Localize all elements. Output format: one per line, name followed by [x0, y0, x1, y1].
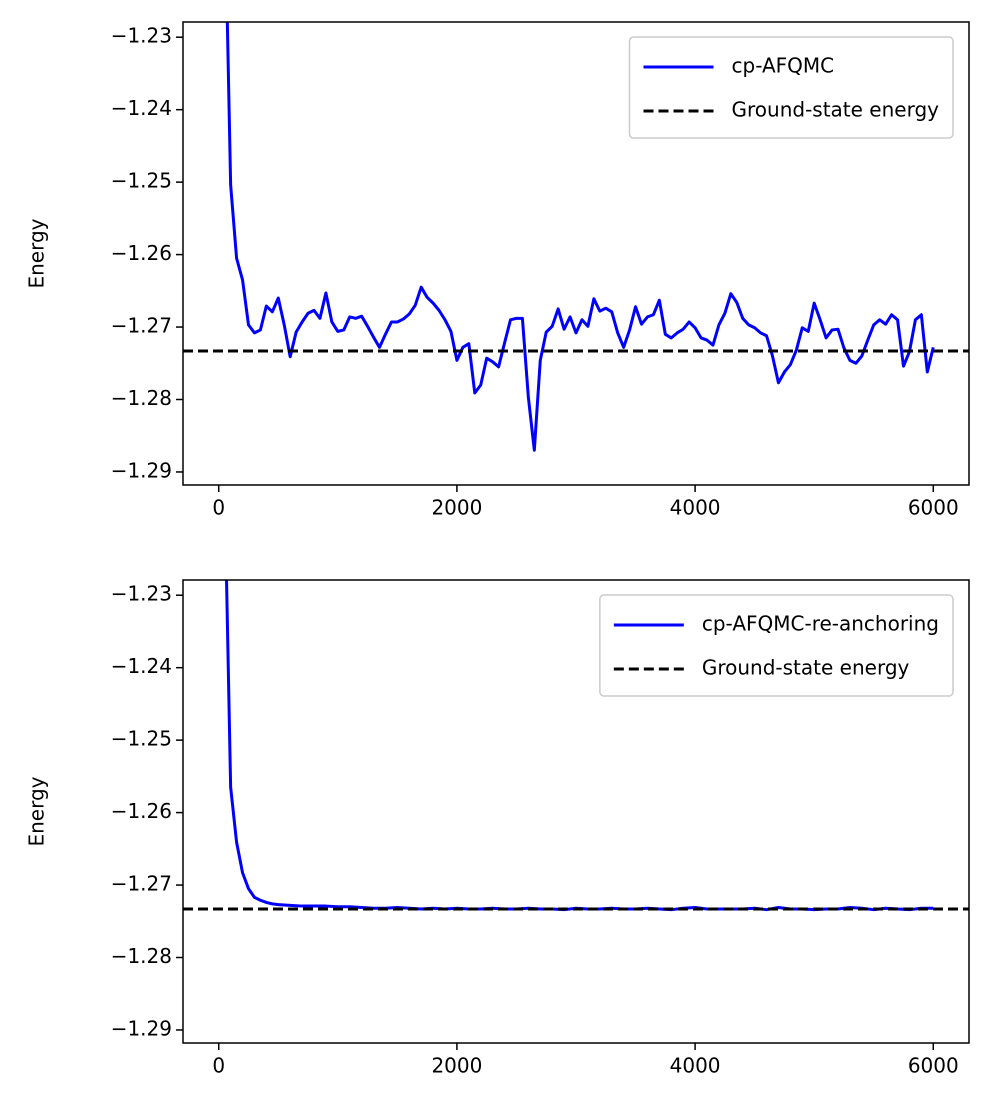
y-tick-label: −1.26	[111, 241, 172, 265]
legend: cp-AFQMC Ground-state energy	[628, 36, 954, 139]
y-tick-label: −1.24	[111, 654, 172, 678]
x-tick-label: 2000	[431, 1054, 482, 1078]
x-tick-label: 2000	[431, 496, 482, 520]
y-tick-label: −1.29	[111, 1016, 172, 1040]
legend-label: Ground-state energy	[732, 98, 940, 122]
y-tick-label: −1.29	[111, 458, 172, 482]
axes-frame	[182, 579, 970, 1044]
y-axis-label: Energy	[25, 776, 49, 846]
axes-frame	[182, 21, 970, 486]
x-tick-label: 4000	[670, 496, 721, 520]
y-tick-label: −1.27	[111, 314, 172, 338]
axes: −1.23 −1.24 −1.25 −1.26 −1.27 −1.28 −1.29 0 2000…	[25, 579, 970, 1078]
axes: −1.23 −1.24 −1.25 −1.26 −1.27 −1.28 −1.29 0 2000…	[25, 21, 970, 520]
legend-box	[628, 36, 954, 139]
y-tick-label: −1.23	[111, 582, 172, 606]
plot-area	[183, 580, 969, 912]
y-tick-label: −1.28	[111, 386, 172, 410]
y-tick-label: −1.25	[111, 169, 172, 193]
y-tick-label: −1.26	[111, 799, 172, 823]
x-tick-label: 6000	[908, 1054, 959, 1078]
legend-label: Ground-state energy	[702, 656, 910, 680]
data-line	[225, 580, 934, 912]
y-tick-label: −1.27	[111, 872, 172, 896]
x-tick-label: 6000	[908, 496, 959, 520]
x-tick-label: 0	[212, 1054, 225, 1078]
y-tick-label: −1.24	[111, 96, 172, 120]
plot-area	[183, 22, 969, 452]
y-axis-label: Energy	[25, 218, 49, 288]
data-line	[225, 22, 935, 452]
legend-box	[599, 594, 954, 697]
y-tick-label: −1.28	[111, 944, 172, 968]
legend: cp-AFQMC-re-anchoring Ground-state energy	[599, 594, 954, 697]
y-tick-label: −1.25	[111, 727, 172, 751]
legend-label: cp-AFQMC-re-anchoring	[702, 612, 939, 636]
legend-label: cp-AFQMC	[732, 54, 835, 78]
y-tick-label: −1.23	[111, 24, 172, 48]
x-tick-label: 0	[212, 496, 225, 520]
x-tick-label: 4000	[670, 1054, 721, 1078]
